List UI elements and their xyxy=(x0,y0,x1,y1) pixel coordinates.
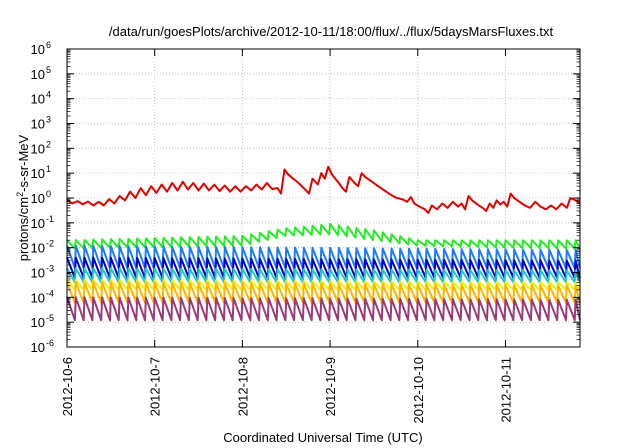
series-line-7 xyxy=(66,281,581,304)
y-tick-exponent: -6 xyxy=(46,338,54,348)
y-tick-label: 10 xyxy=(31,290,45,305)
y-axis-label: protons/cm2-s-sr-MeV xyxy=(15,134,31,261)
y-tick-label: 10 xyxy=(31,117,45,132)
y-tick-label: 10 xyxy=(31,141,45,156)
y-axis-label-sup: 2 xyxy=(15,192,25,197)
y-tick-label: 10 xyxy=(31,340,45,355)
series-lines xyxy=(66,165,581,322)
y-tick-label: 10 xyxy=(31,191,45,206)
x-tick-label: 2012-10-8 xyxy=(235,357,250,416)
series-line-5 xyxy=(66,267,581,284)
y-tick-exponent: 2 xyxy=(46,139,51,149)
x-tick-label: 2012-10-10 xyxy=(411,357,426,424)
y-axis-label-rest: -s-sr-MeV xyxy=(16,134,31,191)
x-tick-label: 2012-10-7 xyxy=(148,357,163,416)
y-tick-label: 10 xyxy=(31,92,45,107)
y-tick-exponent: 3 xyxy=(46,115,51,125)
y-tick-label: 10 xyxy=(31,166,45,181)
y-tick-exponent: -2 xyxy=(46,239,54,249)
series-line-8 xyxy=(66,296,581,322)
x-tick-label: 2012-10-11 xyxy=(498,357,513,423)
y-tick-label: 10 xyxy=(31,315,45,330)
y-tick-label: 10 xyxy=(31,266,45,281)
y-tick-exponent: 6 xyxy=(46,40,51,50)
y-tick-label: 10 xyxy=(31,216,45,231)
x-axis-label: Coordinated Universal Time (UTC) xyxy=(223,430,422,445)
y-tick-exponent: 0 xyxy=(46,189,51,199)
x-tick-label: 2012-10-6 xyxy=(60,357,75,416)
y-axis-label-base: protons/cm xyxy=(16,197,31,261)
y-tick-label: 10 xyxy=(31,42,45,57)
series-line-1 xyxy=(66,165,581,214)
chart-title: /data/run/goesPlots/archive/2012-10-11/1… xyxy=(109,24,554,39)
y-tick-label: 10 xyxy=(31,67,45,82)
x-axis: 2012-10-6 2012-10-7 2012-10-8 2012-10-9 2012… xyxy=(60,49,513,424)
x-tick-label: 2012-10-9 xyxy=(323,357,338,416)
y-tick-exponent: 1 xyxy=(46,164,51,174)
series-line-2 xyxy=(66,223,581,250)
y-tick-exponent: -4 xyxy=(46,288,54,298)
y-tick-exponent: -5 xyxy=(46,313,54,323)
y-tick-exponent: 4 xyxy=(46,90,51,100)
y-tick-exponent: -1 xyxy=(46,214,54,224)
y-tick-exponent: 5 xyxy=(46,65,51,75)
y-tick-exponent: -3 xyxy=(46,264,54,274)
y-tick-label: 10 xyxy=(31,241,45,256)
